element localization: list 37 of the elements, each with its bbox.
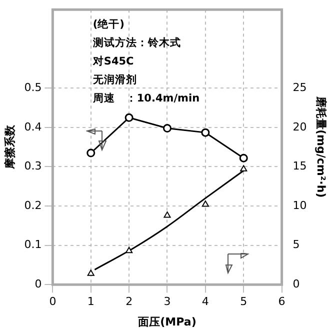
point <box>124 113 134 122</box>
y2-tick-label: 15 <box>292 160 307 173</box>
point <box>240 165 248 172</box>
y-tick-label: 0.5 <box>24 81 42 94</box>
y-tick-label: 0.3 <box>24 160 42 173</box>
annotation: 测试方法：铃木式 <box>92 36 181 50</box>
x-tick-label: 4 <box>202 295 209 308</box>
annotation: (绝干) <box>92 18 124 31</box>
point <box>202 200 209 207</box>
y-tick-label: 0 <box>34 277 42 290</box>
point <box>86 148 96 158</box>
x-axis-title: 面压(MPa) <box>137 315 196 328</box>
y2-tick-label: 25 <box>292 81 307 94</box>
y-tick-label: 0.1 <box>24 238 42 252</box>
y2-tick-label: 5 <box>292 238 300 252</box>
annotation: 周速 ：10.4m/min <box>92 92 200 105</box>
y-axis-title: 摩擦系数 <box>3 124 16 170</box>
y-tick-label: 0.4 <box>24 120 42 134</box>
annotation: 对S45C <box>92 54 134 68</box>
point <box>239 154 248 162</box>
x-tick-label: 1 <box>87 295 94 308</box>
annotation: 无润滑剂 <box>92 73 137 86</box>
point <box>201 128 210 137</box>
x-tick-label: 2 <box>126 295 133 308</box>
point <box>87 270 94 276</box>
x-tick-label: 0 <box>49 295 56 308</box>
x-tick-label: 5 <box>240 295 248 308</box>
y2-tick-label: 0 <box>292 277 300 290</box>
x-tick-label: 3 <box>164 295 171 308</box>
y2-tick-label: 20 <box>292 120 307 134</box>
y-tick-label: 0.2 <box>24 198 42 212</box>
point <box>163 124 172 132</box>
y2-tick-label: 10 <box>292 198 307 212</box>
point <box>164 211 171 218</box>
point <box>126 246 133 254</box>
x-tick-label: 6 <box>278 295 286 308</box>
y2-axis-title: 磨耗量(mg/cm²·h) <box>314 95 328 198</box>
